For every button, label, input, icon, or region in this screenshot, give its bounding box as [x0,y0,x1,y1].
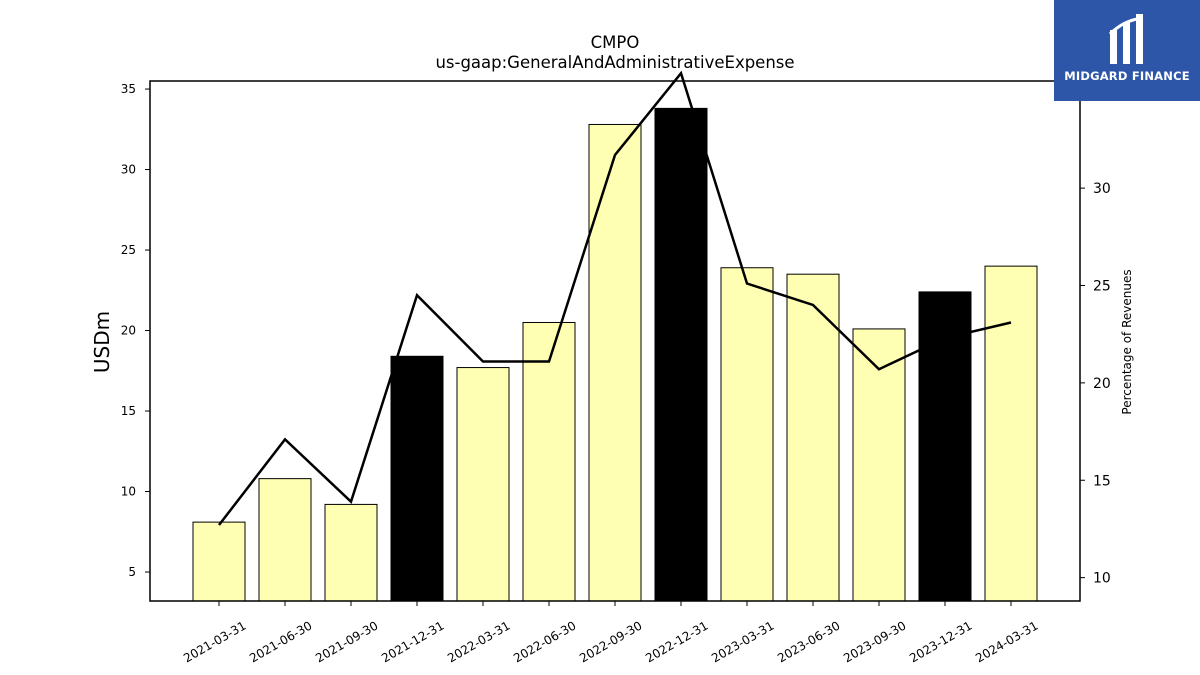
percentage-line [218,70,1012,526]
x-tick-label: 2022-06-30 [511,618,578,665]
bar-2021-03-31 [192,521,246,602]
plot-frame [149,80,1081,602]
y-tick-label: 35 [121,82,136,96]
chart-title: CMPO [591,33,640,52]
x-tick-label: 2021-12-31 [379,618,446,665]
y-tick-label: 10 [121,485,136,499]
x-tick-label: 2022-03-31 [445,618,512,665]
y2-tick-label: 15 [1093,473,1111,489]
y2-axis-label: Percentage of Revenues [1120,269,1134,414]
x-tick-label: 2021-06-30 [247,618,314,665]
bar-2022-09-30 [588,123,642,602]
bar-2021-09-30 [324,503,378,602]
x-tick-label: 2023-12-31 [907,618,974,665]
midgard-logo-icon [1108,14,1144,64]
bar-2022-12-31 [654,107,708,602]
bar-2022-06-30 [522,321,576,602]
midgard-finance-logo: MIDGARD FINANCE [1054,0,1200,101]
y-tick-label: 20 [121,324,136,338]
bar-2021-12-31 [390,355,444,602]
bar-2023-03-31 [720,267,774,602]
logo-text: MIDGARD FINANCE [1064,69,1190,83]
bar-2023-12-31 [918,291,972,602]
x-tick-label: 2024-03-31 [973,618,1040,665]
y-tick-label: 25 [121,243,136,257]
y-tick-label: 15 [121,404,136,418]
y-tick-label: 30 [121,163,136,177]
bar-2024-03-31 [984,265,1038,602]
bar-2022-03-31 [456,367,510,602]
bar-2023-09-30 [852,328,906,602]
y2-tick-label: 25 [1093,278,1111,294]
y-tick-label: 5 [128,565,136,579]
x-tick-label: 2023-09-30 [841,618,908,665]
x-tick-label: 2021-09-30 [313,618,380,665]
chart-subtitle: us-gaap:GeneralAndAdministrativeExpense [435,53,794,72]
x-tick-label: 2021-03-31 [181,618,248,665]
y2-tick-label: 20 [1093,376,1111,392]
bar-2023-06-30 [786,273,840,602]
x-tick-label: 2022-12-31 [643,618,710,665]
bar-2021-06-30 [258,478,312,602]
y-axis-label: USDm [90,311,114,373]
x-tick-label: 2023-06-30 [775,618,842,665]
x-tick-label: 2023-03-31 [709,618,776,665]
y2-tick-label: 30 [1093,181,1111,197]
y2-tick-label: 10 [1093,571,1111,587]
x-tick-label: 2022-09-30 [577,618,644,665]
